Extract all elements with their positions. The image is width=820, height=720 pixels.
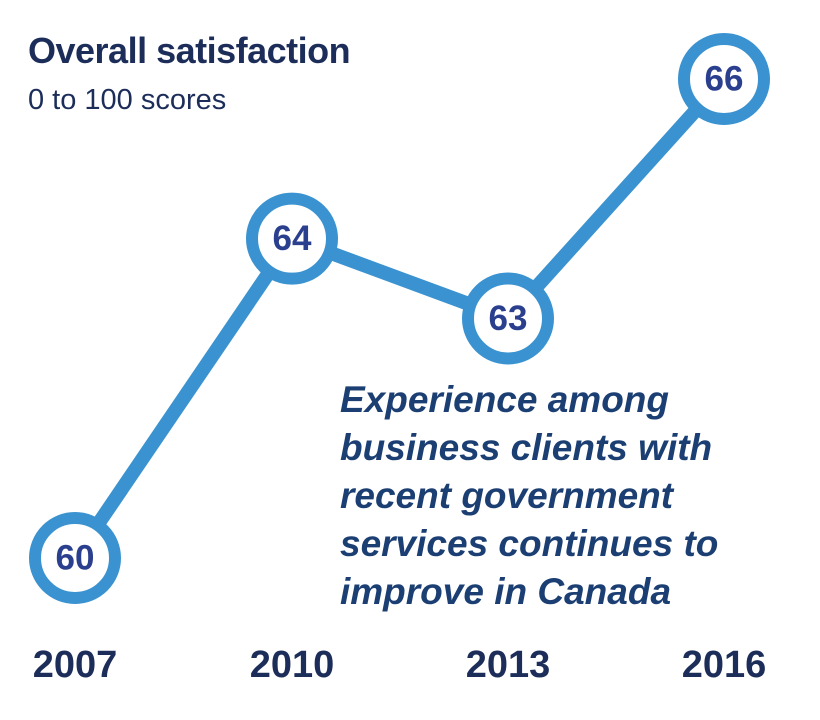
data-point-marker — [29, 512, 121, 604]
data-label: 60 — [56, 539, 95, 578]
x-tick-label: 2010 — [250, 644, 335, 686]
data-label: 63 — [489, 299, 528, 338]
data-point-marker — [678, 33, 770, 125]
chart-subtitle: 0 to 100 scores — [28, 84, 227, 116]
data-label: 64 — [273, 219, 312, 258]
data-point-marker — [246, 192, 338, 285]
chart-title: Overall satisfaction — [28, 30, 351, 71]
data-label: 66 — [705, 60, 744, 99]
series-line — [68, 72, 731, 565]
data-point-marker — [462, 272, 554, 365]
x-tick-label: 2013 — [466, 644, 551, 686]
x-tick-label: 2007 — [33, 644, 118, 686]
chart-annotation: Experience among business clients with r… — [340, 379, 719, 612]
x-tick-label: 2016 — [682, 644, 767, 686]
